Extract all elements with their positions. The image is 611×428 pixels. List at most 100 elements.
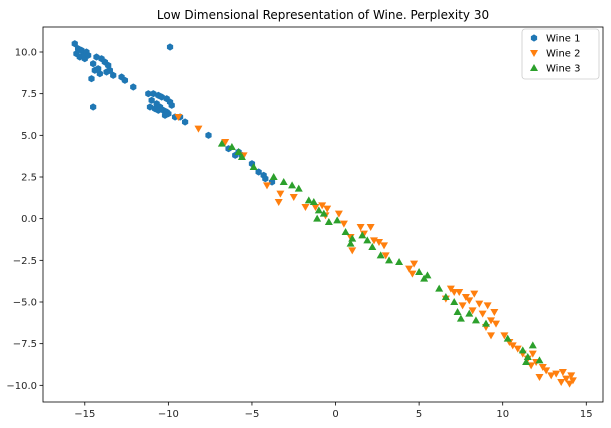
wine-2-point: [552, 370, 561, 378]
wine-3-point: [435, 284, 444, 292]
wine-2-point: [323, 205, 332, 213]
wine-3-point: [523, 353, 532, 360]
legend-box: [521, 28, 600, 80]
wine-2-point: [470, 290, 479, 298]
wine-1-point: [148, 96, 155, 104]
wine-2-point: [513, 345, 522, 353]
y-tick-label: 10.0: [15, 48, 37, 59]
wine-2-point: [535, 374, 544, 381]
wine-2-point: [274, 199, 283, 206]
y-tick-label: 2.5: [21, 173, 37, 184]
wine-1-point: [90, 60, 97, 68]
wine-2-point: [221, 139, 230, 146]
wine-2-point: [334, 210, 343, 218]
wine-3-point: [518, 346, 527, 354]
wine-2-point: [465, 297, 474, 305]
y-tick-label: 0.0: [21, 214, 37, 225]
wine-2-point: [547, 372, 556, 380]
y-tick-label: −2.5: [13, 256, 37, 267]
wine-3-point: [471, 316, 480, 324]
wine-2-point: [528, 350, 537, 358]
chart-title: Low Dimensional Representation of Wine. …: [157, 8, 489, 22]
wine-3-point: [314, 206, 323, 214]
wine-2-point: [557, 379, 566, 386]
wine-2-point: [455, 289, 464, 296]
wine-2-point: [558, 369, 567, 376]
wine-2-point: [381, 252, 390, 260]
wine-1-point: [91, 66, 98, 74]
y-tick-label: 7.5: [21, 89, 37, 100]
wine-2-point: [508, 342, 517, 350]
wine-2-point: [565, 380, 574, 388]
wine-3-point: [503, 334, 512, 342]
wine-1-point: [88, 75, 95, 83]
y-tick-label: −10.0: [6, 381, 37, 392]
wine-2-point: [366, 224, 375, 231]
wine-3-point: [333, 216, 342, 224]
wine-1-point: [255, 168, 262, 176]
y-axis: −10.0 −7.5 −5.0 −2.5 0.0 2.5 5.0 7.5 10.0: [6, 48, 43, 392]
wine-2-point: [194, 125, 203, 133]
wine-2-point: [339, 220, 348, 228]
wine-2-point: [405, 265, 414, 273]
wine-2-point: [487, 317, 495, 325]
wine-3-point: [217, 139, 226, 147]
wine-3-point: [348, 234, 357, 242]
wine-3-point: [341, 228, 350, 235]
wine-2-point: [263, 182, 271, 190]
wine-2-point: [483, 302, 492, 310]
x-tick-label: 10: [496, 409, 509, 420]
wine-3-point: [385, 256, 394, 264]
wine-3-point: [453, 308, 462, 315]
wine-3-point: [319, 209, 328, 217]
wine-1-point: [121, 76, 129, 84]
wine-2-point: [375, 239, 383, 246]
wine-1-point: [110, 71, 117, 79]
wine-1-point: [146, 103, 154, 111]
wine-3-point: [423, 271, 432, 279]
wine-1-point: [158, 93, 165, 101]
wine-1-point: [103, 68, 110, 76]
wine-2-point: [487, 332, 495, 340]
wine-2-point: [490, 309, 499, 316]
wine-1-point: [161, 111, 169, 119]
wine-2-point: [410, 260, 419, 268]
wine-1-point: [96, 70, 103, 78]
wine-3-point: [358, 231, 367, 239]
y-tick-label: 5.0: [21, 131, 37, 142]
wine-2-point: [475, 300, 484, 308]
wine-2-point: [468, 307, 477, 315]
wine-2-point: [492, 320, 501, 328]
wine-3-point: [456, 314, 465, 322]
wine-2-point: [408, 270, 417, 278]
wine-1-point: [145, 90, 152, 98]
wine-1-point: [130, 83, 137, 91]
wine-2-point: [318, 202, 327, 210]
wine-2-point: [568, 377, 577, 385]
wine-3-point: [288, 181, 297, 189]
legend-marker-wine-1: [530, 34, 538, 42]
y-tick-label: −5.0: [13, 298, 37, 309]
wine-3-point: [535, 356, 544, 364]
wine-3-point: [363, 236, 372, 244]
wine-2-point: [478, 310, 487, 318]
wine-2-point: [356, 224, 365, 231]
wine-3-point: [346, 239, 355, 247]
x-tick-label: 15: [580, 409, 593, 420]
wine-3-point: [234, 148, 243, 155]
legend-label-wine-2: Wine 2: [546, 49, 580, 60]
x-axis: −15 −10 −5 0 5 10 15: [74, 402, 593, 420]
wine-3-point: [522, 358, 531, 365]
wine-2-point: [567, 372, 576, 380]
wine-3-point: [441, 293, 450, 300]
wine-1-point: [155, 106, 162, 114]
y-tick-label: −7.5: [13, 339, 37, 350]
wine-3-point: [313, 214, 322, 222]
wine-1-point: [76, 53, 83, 61]
wine-1-point: [150, 90, 157, 98]
legend-label-wine-3: Wine 3: [546, 64, 580, 75]
wine-3-point: [279, 178, 288, 185]
wine-2-point: [311, 204, 320, 211]
legend: Wine 1 Wine 2 Wine 3: [521, 28, 600, 80]
